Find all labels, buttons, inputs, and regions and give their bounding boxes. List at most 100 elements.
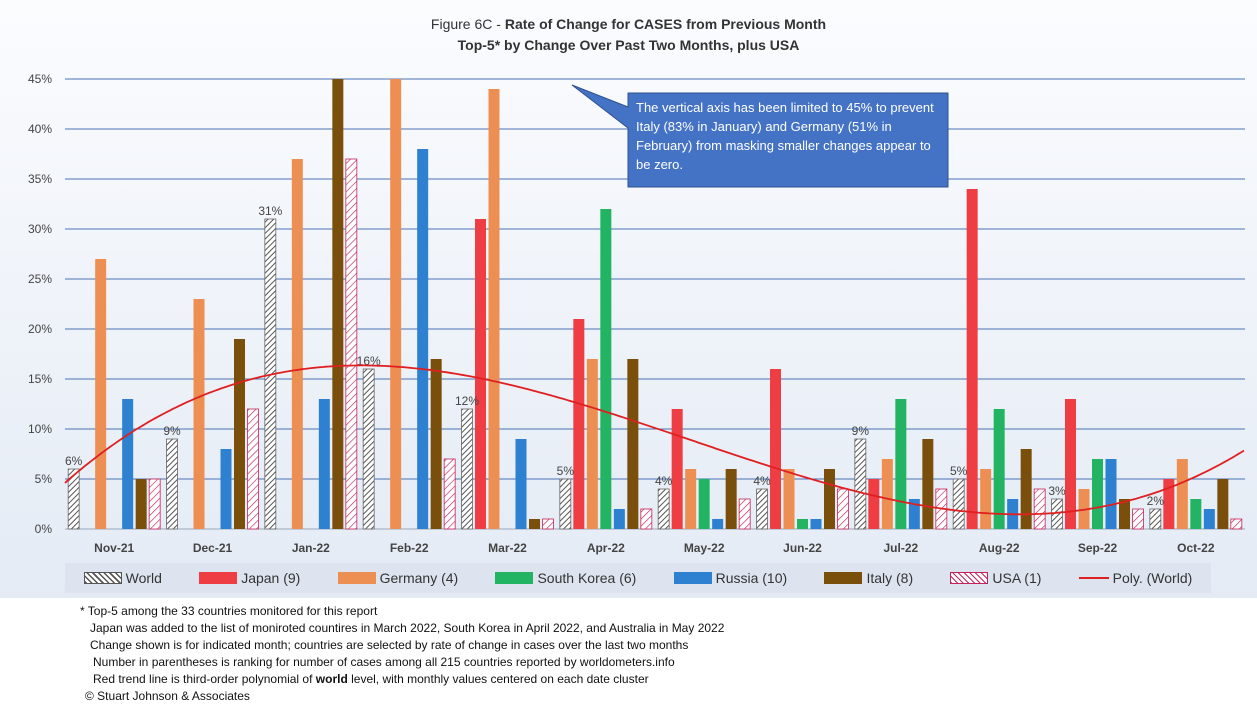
bar-japan xyxy=(1065,399,1076,529)
bar-italy xyxy=(1119,499,1130,529)
x-tick-label: Feb-22 xyxy=(390,541,429,555)
legend-swatch xyxy=(950,572,989,584)
bar-italy xyxy=(430,359,442,529)
legend-swatch xyxy=(673,572,712,584)
bar-italy xyxy=(1020,449,1032,529)
y-tick-label: 15% xyxy=(28,372,52,386)
bar-russia xyxy=(1203,509,1215,529)
bar-germany xyxy=(390,79,402,529)
legend-label: USA (1) xyxy=(992,570,1042,586)
bar-japan xyxy=(475,219,486,529)
bar-south-korea xyxy=(600,209,612,529)
bar-japan xyxy=(1163,479,1175,529)
bar-usa xyxy=(1033,488,1046,530)
bar-world xyxy=(362,368,375,530)
bar-russia xyxy=(810,519,822,529)
bar-russia xyxy=(220,449,232,529)
bar-world xyxy=(756,488,768,530)
data-label: 5% xyxy=(950,464,968,478)
bar-russia xyxy=(1105,459,1117,529)
bar-japan xyxy=(966,189,978,529)
footnote-line: Red trend line is third-order polynomial… xyxy=(93,672,649,686)
x-tick-label: Jun-22 xyxy=(783,541,822,555)
data-label: 6% xyxy=(65,454,83,468)
legend-item: USA (1) xyxy=(950,570,1041,586)
legend-label: Italy (8) xyxy=(866,570,914,586)
bar-germany xyxy=(193,299,205,529)
x-tick-label: Jul-22 xyxy=(883,541,918,555)
bar-world xyxy=(559,478,572,530)
legend-item: South Korea (6) xyxy=(495,570,636,586)
bar-italy xyxy=(1217,479,1229,529)
y-tick-label: 40% xyxy=(28,122,52,136)
footnote-line: Number in parentheses is ranking for num… xyxy=(93,655,675,669)
x-tick-label: May-22 xyxy=(684,541,725,555)
x-tick-label: Apr-22 xyxy=(587,541,625,555)
copyright: © Stuart Johnson & Associates xyxy=(85,689,250,703)
bar-italy xyxy=(725,469,737,529)
bar-world xyxy=(854,438,867,530)
data-label: 3% xyxy=(1048,484,1066,498)
bar-russia xyxy=(908,499,920,529)
chart-plot: 0% 5% 10% 15% 20% 25% 30% 35% 40% 45% Nov-21 6% Dec… xyxy=(28,72,1245,555)
chart-legend: World Japan (9) Germany (4) South Korea (6)… xyxy=(65,563,1211,593)
bar-usa xyxy=(640,508,653,530)
bar-russia xyxy=(515,439,527,529)
bar-japan xyxy=(770,369,781,529)
bar-italy xyxy=(922,439,934,529)
legend-label: World xyxy=(125,570,162,586)
bar-germany xyxy=(1176,459,1188,529)
legend-item: Italy (8) xyxy=(824,570,913,586)
data-label: 31% xyxy=(258,204,282,218)
bar-usa xyxy=(837,488,849,530)
bar-south-korea xyxy=(698,479,710,529)
legend-label: Japan (9) xyxy=(241,570,301,586)
legend-item: World xyxy=(83,570,162,586)
legend-label: Russia (10) xyxy=(715,570,788,586)
chart-title: Figure 6C - Rate of Change for CASES fro… xyxy=(430,16,827,32)
annotation-text: The vertical axis has been limited to 45… xyxy=(636,100,934,172)
y-tick-label: 25% xyxy=(28,272,52,286)
bar-south-korea xyxy=(1092,459,1103,529)
bar-usa xyxy=(247,408,259,530)
legend-item: Poly. (World) xyxy=(1078,570,1193,586)
bar-germany xyxy=(488,89,500,529)
x-tick-label: Jan-22 xyxy=(292,541,330,555)
legend-swatch xyxy=(824,572,863,584)
x-tick-label: Aug-22 xyxy=(979,541,1020,555)
bar-usa xyxy=(542,518,554,530)
bar-germany xyxy=(881,459,893,529)
x-tick-label: Nov-21 xyxy=(94,541,134,555)
data-label: 4% xyxy=(655,474,673,488)
y-tick-label: 0% xyxy=(35,522,53,536)
legend-label: Poly. (World) xyxy=(1112,570,1193,586)
bar-usa xyxy=(1132,508,1144,530)
bar-russia xyxy=(417,149,429,529)
footnote-line: * Top-5 among the 33 countries monitored… xyxy=(80,604,378,618)
legend-item: Germany (4) xyxy=(337,570,458,586)
x-tick-label: Mar-22 xyxy=(488,541,527,555)
bar-germany xyxy=(291,159,303,529)
bar-japan xyxy=(573,319,585,529)
bar-world xyxy=(657,488,670,530)
bar-germany xyxy=(783,469,795,529)
bar-usa xyxy=(345,158,358,530)
x-tick-label: Sep-22 xyxy=(1078,541,1118,555)
bar-germany xyxy=(586,359,598,529)
bar-italy xyxy=(627,359,639,529)
bar-russia xyxy=(122,399,134,529)
x-tick-label: Dec-21 xyxy=(193,541,233,555)
bar-usa xyxy=(1230,518,1243,530)
bar-world xyxy=(461,408,473,530)
x-tick-label: Oct-22 xyxy=(1177,541,1215,555)
bar-germany xyxy=(980,469,992,529)
bar-italy xyxy=(332,79,344,529)
legend-swatch xyxy=(495,572,534,584)
bar-italy xyxy=(529,519,540,529)
y-tick-label: 10% xyxy=(28,422,52,436)
data-label: 5% xyxy=(557,464,575,478)
footnote-line: Japan was added to the list of moniroted… xyxy=(90,621,725,635)
data-label: 4% xyxy=(753,474,771,488)
chart-subtitle: Top-5* by Change Over Past Two Months, p… xyxy=(457,37,800,53)
bar-russia xyxy=(318,399,330,529)
